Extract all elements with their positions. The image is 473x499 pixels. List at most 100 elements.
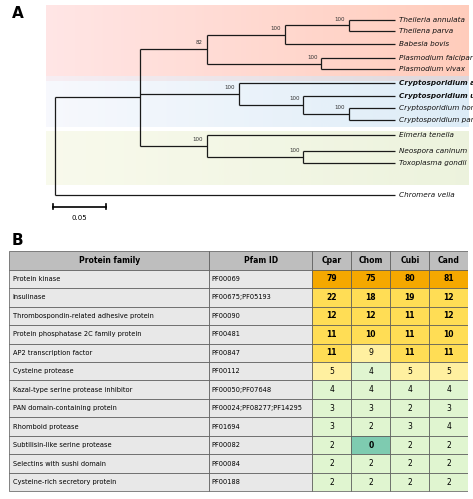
- Text: Cryptosporidium hominis: Cryptosporidium hominis: [399, 105, 473, 111]
- Text: 2: 2: [407, 441, 412, 450]
- Text: Plasmodium falciparum: Plasmodium falciparum: [399, 55, 473, 61]
- Bar: [351, 325, 390, 343]
- Text: 4: 4: [368, 367, 373, 376]
- Bar: [9, 399, 209, 418]
- Text: 100: 100: [271, 26, 281, 31]
- Bar: [312, 399, 351, 418]
- Text: 3: 3: [447, 404, 451, 413]
- Text: 2: 2: [329, 478, 334, 487]
- Bar: [351, 380, 390, 399]
- Text: A: A: [12, 6, 24, 21]
- Bar: [312, 343, 351, 362]
- Bar: [312, 455, 351, 473]
- Bar: [9, 473, 209, 492]
- Text: Cpar: Cpar: [322, 256, 342, 265]
- Text: 4: 4: [407, 385, 412, 394]
- Text: PF00069: PF00069: [212, 276, 241, 282]
- Bar: [390, 380, 429, 399]
- Text: 2: 2: [329, 459, 334, 468]
- Text: 2: 2: [407, 478, 412, 487]
- Text: Subtilisin-like serine protease: Subtilisin-like serine protease: [13, 442, 111, 448]
- Bar: [209, 362, 312, 380]
- Text: Insulinase: Insulinase: [13, 294, 46, 300]
- Text: Theileria annulata: Theileria annulata: [399, 16, 464, 22]
- Text: Cryptosporidium parvum: Cryptosporidium parvum: [399, 117, 473, 123]
- Bar: [312, 251, 351, 269]
- Text: 82: 82: [196, 40, 203, 45]
- Bar: [351, 455, 390, 473]
- Bar: [390, 269, 429, 288]
- Bar: [429, 455, 468, 473]
- Bar: [429, 399, 468, 418]
- Bar: [390, 343, 429, 362]
- Text: 19: 19: [404, 293, 415, 302]
- Text: Thrombospondin-related adhesive protein: Thrombospondin-related adhesive protein: [13, 313, 154, 319]
- Bar: [351, 306, 390, 325]
- Text: 3: 3: [407, 422, 412, 431]
- Text: AP2 transcription factor: AP2 transcription factor: [13, 350, 92, 356]
- Text: 3: 3: [368, 404, 373, 413]
- Text: PF00675;PF05193: PF00675;PF05193: [212, 294, 272, 300]
- Text: 11: 11: [326, 330, 337, 339]
- Text: Eimeria tenella: Eimeria tenella: [399, 132, 454, 138]
- Bar: [429, 269, 468, 288]
- Bar: [390, 306, 429, 325]
- Text: 10: 10: [444, 330, 454, 339]
- Text: Kazal-type serine protease inhibitor: Kazal-type serine protease inhibitor: [13, 387, 132, 393]
- Text: 11: 11: [404, 330, 415, 339]
- Bar: [351, 399, 390, 418]
- Text: 10: 10: [366, 330, 376, 339]
- Text: 3: 3: [329, 404, 334, 413]
- Bar: [390, 362, 429, 380]
- Bar: [209, 455, 312, 473]
- Text: Cysteine protease: Cysteine protease: [13, 368, 73, 374]
- Bar: [209, 251, 312, 269]
- Text: 2: 2: [368, 478, 373, 487]
- Text: 11: 11: [404, 311, 415, 320]
- Bar: [351, 473, 390, 492]
- Bar: [429, 380, 468, 399]
- Text: PF00112: PF00112: [212, 368, 241, 374]
- Bar: [351, 269, 390, 288]
- Text: 11: 11: [326, 348, 337, 357]
- Bar: [429, 343, 468, 362]
- Text: 12: 12: [326, 311, 337, 320]
- Text: 5: 5: [329, 367, 334, 376]
- Bar: [209, 418, 312, 436]
- Bar: [351, 436, 390, 455]
- Text: 75: 75: [366, 274, 376, 283]
- Text: 4: 4: [447, 385, 451, 394]
- Text: Rhomboid protease: Rhomboid protease: [13, 424, 79, 430]
- Bar: [351, 362, 390, 380]
- Text: 12: 12: [444, 293, 454, 302]
- Bar: [9, 325, 209, 343]
- Text: B: B: [12, 234, 23, 249]
- Text: PF00050;PF07648: PF00050;PF07648: [212, 387, 272, 393]
- Bar: [312, 362, 351, 380]
- Bar: [209, 269, 312, 288]
- Text: 2: 2: [407, 459, 412, 468]
- Bar: [312, 306, 351, 325]
- Text: PAN domain-containing protein: PAN domain-containing protein: [13, 405, 116, 411]
- Bar: [351, 288, 390, 306]
- Bar: [209, 380, 312, 399]
- Text: 81: 81: [444, 274, 454, 283]
- Bar: [429, 306, 468, 325]
- Bar: [9, 380, 209, 399]
- Text: 22: 22: [326, 293, 337, 302]
- Bar: [390, 455, 429, 473]
- Text: 0.05: 0.05: [71, 215, 87, 221]
- Text: PF00188: PF00188: [212, 479, 241, 485]
- Bar: [390, 288, 429, 306]
- Bar: [9, 306, 209, 325]
- Text: Cand: Cand: [438, 256, 460, 265]
- Text: 9: 9: [368, 348, 373, 357]
- Bar: [312, 473, 351, 492]
- Text: 3: 3: [329, 422, 334, 431]
- Bar: [9, 251, 209, 269]
- Bar: [9, 418, 209, 436]
- Text: 2: 2: [368, 459, 373, 468]
- Text: 18: 18: [366, 293, 376, 302]
- Text: PF00084: PF00084: [212, 461, 241, 467]
- Bar: [209, 343, 312, 362]
